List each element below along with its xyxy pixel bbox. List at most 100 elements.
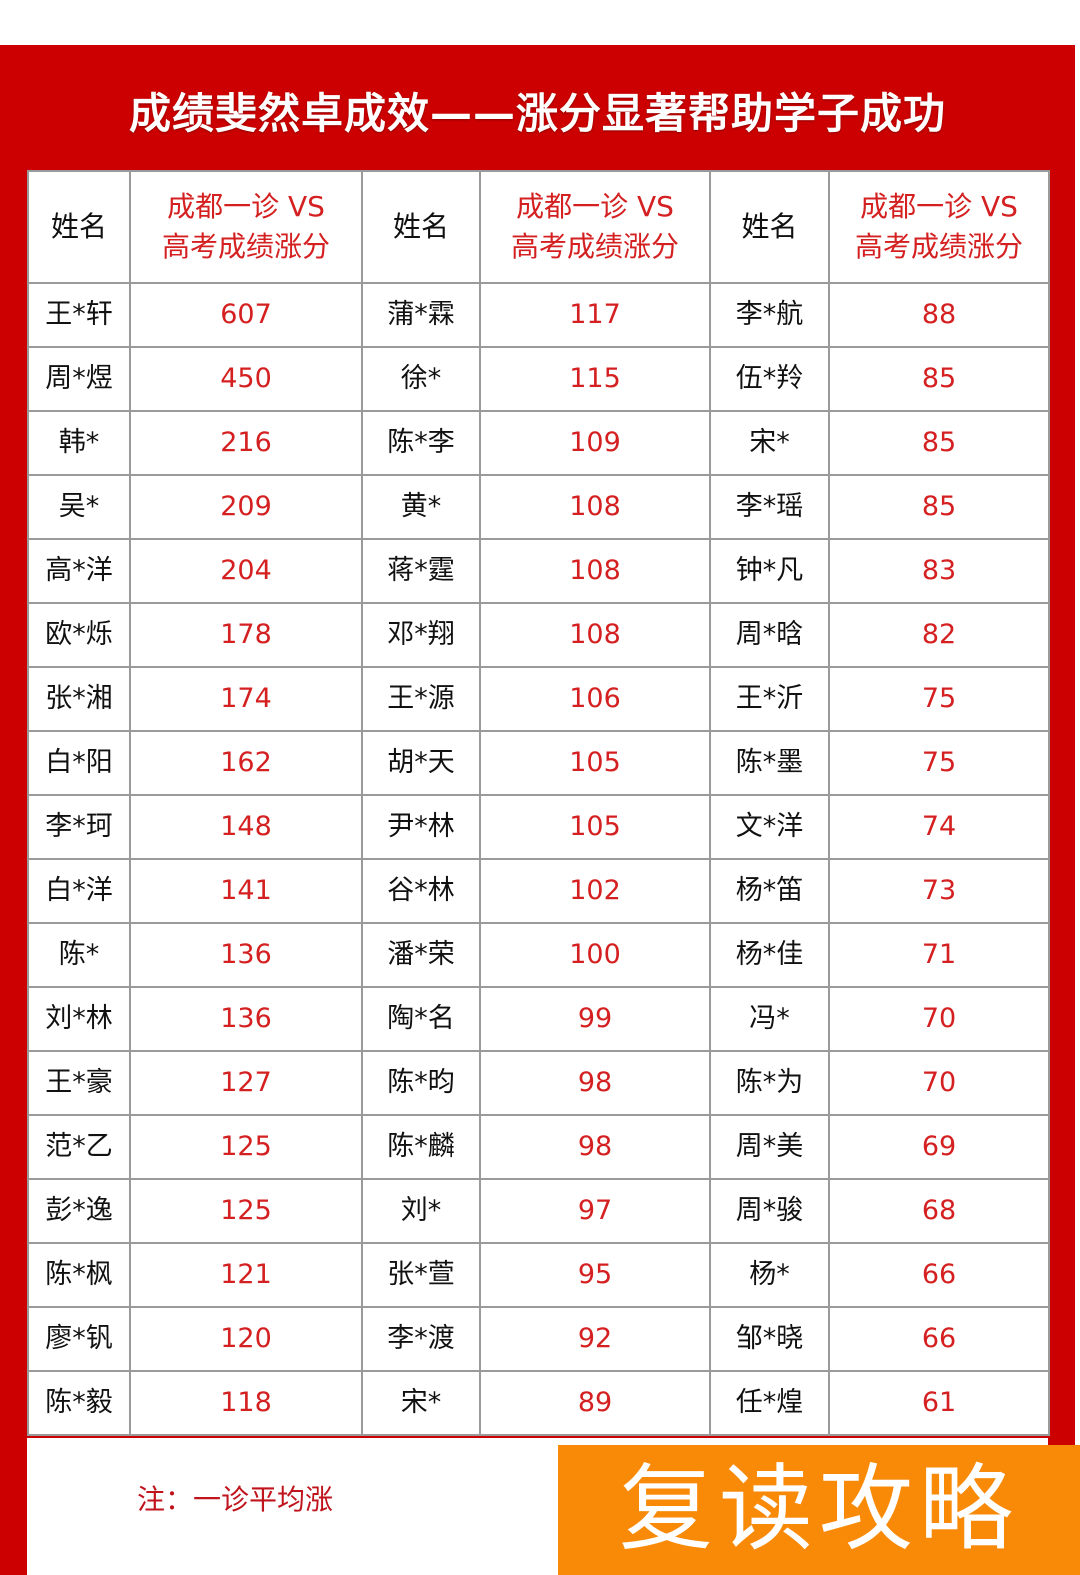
table-row: 高*洋 204 蒋*霆 108 钟*凡 83 xyxy=(27,538,1050,604)
score-gain-cell: 85 xyxy=(828,346,1050,412)
student-name-cell: 任*煌 xyxy=(709,1370,830,1436)
score-gain-cell: 174 xyxy=(129,666,363,732)
table-row: 陈*枫 121 张*萱 95 杨* 66 xyxy=(27,1242,1050,1308)
student-name-cell: 杨*笛 xyxy=(709,858,830,924)
student-name-cell: 邓*翔 xyxy=(361,602,481,668)
student-name-cell: 宋* xyxy=(709,410,830,476)
score-gain-cell: 204 xyxy=(129,538,363,604)
score-gain-cell: 89 xyxy=(479,1370,711,1436)
student-name-cell: 陈*昀 xyxy=(361,1050,481,1116)
score-gain-cell: 178 xyxy=(129,602,363,668)
table-row: 欧*烁 178 邓*翔 108 周*晗 82 xyxy=(27,602,1050,668)
student-name-cell: 陈*李 xyxy=(361,410,481,476)
student-name-cell: 钟*凡 xyxy=(709,538,830,604)
table-row: 陈* 136 潘*荣 100 杨*佳 71 xyxy=(27,922,1050,988)
student-name-cell: 彭*逸 xyxy=(27,1178,131,1244)
score-gain-cell: 61 xyxy=(828,1370,1050,1436)
header-name: 姓名 xyxy=(361,170,481,284)
table-row: 彭*逸 125 刘* 97 周*骏 68 xyxy=(27,1178,1050,1244)
student-name-cell: 陈*毅 xyxy=(27,1370,131,1436)
student-name-cell: 高*洋 xyxy=(27,538,131,604)
student-name-cell: 刘* xyxy=(361,1178,481,1244)
student-name-cell: 李*瑶 xyxy=(709,474,830,540)
watermark-badge: 复读攻略 xyxy=(558,1445,1080,1575)
score-gain-cell: 100 xyxy=(479,922,711,988)
table-row: 李*珂 148 尹*林 105 文*洋 74 xyxy=(27,794,1050,860)
table-row: 王*轩 607 蒲*霖 117 李*航 88 xyxy=(27,282,1050,348)
student-name-cell: 周*美 xyxy=(709,1114,830,1180)
score-gain-cell: 209 xyxy=(129,474,363,540)
header-score: 成都一诊 VS 高考成绩涨分 xyxy=(129,170,363,284)
score-gain-cell: 106 xyxy=(479,666,711,732)
student-name-cell: 陈*枫 xyxy=(27,1242,131,1308)
header-name: 姓名 xyxy=(27,170,131,284)
student-name-cell: 陈*墨 xyxy=(709,730,830,796)
student-name-cell: 杨* xyxy=(709,1242,830,1308)
score-gain-cell: 83 xyxy=(828,538,1050,604)
note-text: 注：一诊平均涨 xyxy=(137,1483,334,1516)
table-row: 刘*林 136 陶*名 99 冯* 70 xyxy=(27,986,1050,1052)
score-table: 姓名 成都一诊 VS 高考成绩涨分 姓名 成都一诊 VS 高考成绩涨分 姓名 成都一… xyxy=(27,170,1050,1436)
student-name-cell: 陈*麟 xyxy=(361,1114,481,1180)
score-gain-cell: 141 xyxy=(129,858,363,924)
score-gain-cell: 148 xyxy=(129,794,363,860)
score-gain-cell: 125 xyxy=(129,1114,363,1180)
score-gain-cell: 108 xyxy=(479,474,711,540)
score-gain-cell: 118 xyxy=(129,1370,363,1436)
score-gain-cell: 85 xyxy=(828,474,1050,540)
student-name-cell: 蒲*霖 xyxy=(361,282,481,348)
student-name-cell: 白*洋 xyxy=(27,858,131,924)
score-gain-cell: 115 xyxy=(479,346,711,412)
student-name-cell: 陶*名 xyxy=(361,986,481,1052)
score-gain-cell: 70 xyxy=(828,1050,1050,1116)
score-gain-cell: 97 xyxy=(479,1178,711,1244)
score-gain-cell: 88 xyxy=(828,282,1050,348)
score-gain-cell: 98 xyxy=(479,1050,711,1116)
score-gain-cell: 99 xyxy=(479,986,711,1052)
score-gain-cell: 607 xyxy=(129,282,363,348)
student-name-cell: 廖*钒 xyxy=(27,1306,131,1372)
student-name-cell: 黄* xyxy=(361,474,481,540)
score-gain-cell: 66 xyxy=(828,1242,1050,1308)
score-gain-cell: 109 xyxy=(479,410,711,476)
student-name-cell: 谷*林 xyxy=(361,858,481,924)
score-gain-cell: 75 xyxy=(828,730,1050,796)
score-gain-cell: 125 xyxy=(129,1178,363,1244)
student-name-cell: 韩* xyxy=(27,410,131,476)
table-row: 王*豪 127 陈*昀 98 陈*为 70 xyxy=(27,1050,1050,1116)
student-name-cell: 胡*天 xyxy=(361,730,481,796)
header-score: 成都一诊 VS 高考成绩涨分 xyxy=(479,170,711,284)
student-name-cell: 张*萱 xyxy=(361,1242,481,1308)
score-gain-cell: 121 xyxy=(129,1242,363,1308)
score-gain-cell: 108 xyxy=(479,602,711,668)
student-name-cell: 邹*晓 xyxy=(709,1306,830,1372)
student-name-cell: 李*渡 xyxy=(361,1306,481,1372)
student-name-cell: 李*航 xyxy=(709,282,830,348)
student-name-cell: 王*沂 xyxy=(709,666,830,732)
score-gain-cell: 450 xyxy=(129,346,363,412)
score-gain-cell: 108 xyxy=(479,538,711,604)
header-score: 成都一诊 VS 高考成绩涨分 xyxy=(828,170,1050,284)
table-row: 张*湘 174 王*源 106 王*沂 75 xyxy=(27,666,1050,732)
student-name-cell: 杨*佳 xyxy=(709,922,830,988)
score-gain-cell: 71 xyxy=(828,922,1050,988)
student-name-cell: 周*骏 xyxy=(709,1178,830,1244)
student-name-cell: 王*源 xyxy=(361,666,481,732)
student-name-cell: 周*晗 xyxy=(709,602,830,668)
student-name-cell: 王*轩 xyxy=(27,282,131,348)
score-gain-cell: 216 xyxy=(129,410,363,476)
student-name-cell: 陈* xyxy=(27,922,131,988)
score-gain-cell: 85 xyxy=(828,410,1050,476)
table-row: 范*乙 125 陈*麟 98 周*美 69 xyxy=(27,1114,1050,1180)
student-name-cell: 陈*为 xyxy=(709,1050,830,1116)
score-gain-cell: 105 xyxy=(479,730,711,796)
student-name-cell: 尹*林 xyxy=(361,794,481,860)
score-gain-cell: 105 xyxy=(479,794,711,860)
page-title: 成绩斐然卓成效——涨分显著帮助学子成功 xyxy=(128,89,946,138)
score-gain-cell: 73 xyxy=(828,858,1050,924)
score-gain-cell: 75 xyxy=(828,666,1050,732)
header-name: 姓名 xyxy=(709,170,830,284)
score-gain-cell: 69 xyxy=(828,1114,1050,1180)
score-gain-cell: 68 xyxy=(828,1178,1050,1244)
score-gain-cell: 70 xyxy=(828,986,1050,1052)
